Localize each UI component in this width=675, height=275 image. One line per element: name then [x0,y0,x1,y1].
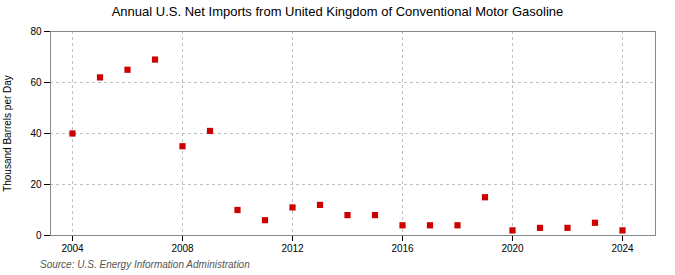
svg-text:20: 20 [30,179,42,190]
svg-text:60: 60 [30,77,42,88]
svg-text:2016: 2016 [391,243,414,254]
svg-text:2024: 2024 [611,243,634,254]
svg-text:80: 80 [30,26,42,37]
svg-text:2008: 2008 [171,243,194,254]
svg-text:2012: 2012 [281,243,304,254]
html-text:Source: U.S. Energy Informatio: Source: U.S. Energy Information Administ… [40,259,250,270]
svg-text:0: 0 [36,230,42,241]
svg-text:2004: 2004 [61,243,84,254]
html-text:Annual U.S. Net Imports from U: Annual U.S. Net Imports from United King… [111,4,564,19]
svg-text:2020: 2020 [501,243,524,254]
svg-text:Thousand Barrels per Day: Thousand Barrels per Day [2,75,13,192]
svg-text:40: 40 [30,128,42,139]
